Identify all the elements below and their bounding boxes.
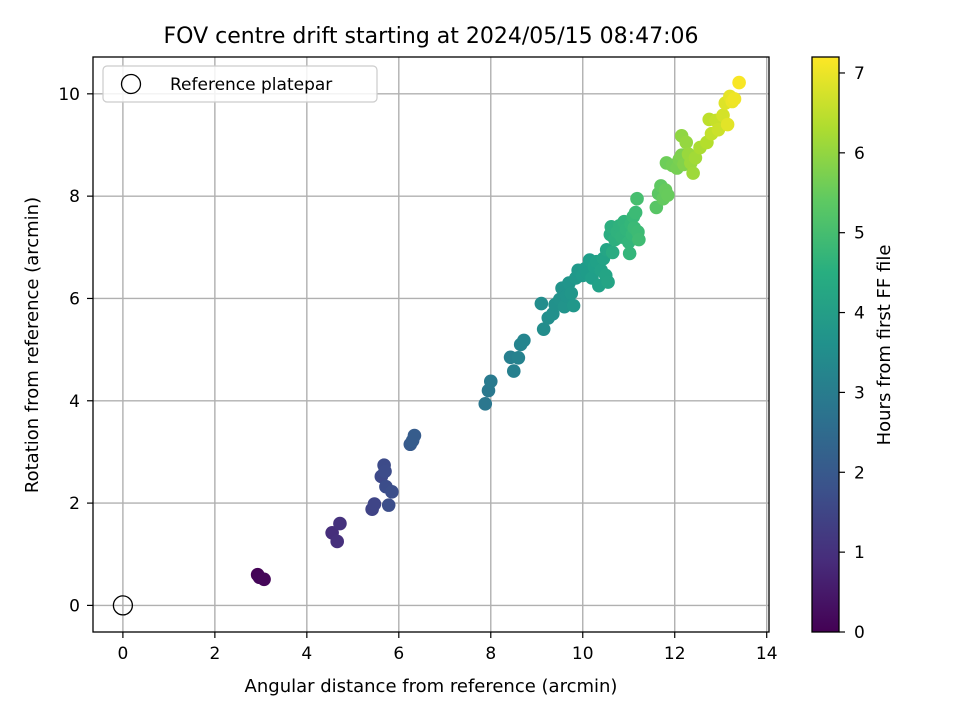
scatter-point <box>605 245 620 260</box>
scatter-point <box>566 298 581 313</box>
colorbar-label: Hours from first FF file <box>874 245 895 446</box>
x-tick-label: 8 <box>485 644 496 664</box>
legend-label: Reference platepar <box>170 75 332 95</box>
scatter-point <box>483 374 498 389</box>
reference-platepar-point <box>112 595 134 616</box>
scatter-point <box>517 333 531 348</box>
colorbar-tick-label: 1 <box>854 543 865 563</box>
chart-title: FOV centre drift starting at 2024/05/15 … <box>164 24 699 49</box>
scatter-point <box>378 464 392 479</box>
scatter-point <box>534 296 549 311</box>
scatter-point <box>727 92 742 106</box>
legend-marker-icon <box>120 73 142 95</box>
scatter-point <box>330 534 344 549</box>
y-tick-label: 0 <box>69 596 80 616</box>
grid-lines <box>93 57 769 632</box>
legend: Reference platepar <box>102 65 378 103</box>
scatter-point <box>601 275 615 289</box>
scatter-point <box>506 364 521 378</box>
scatter-point <box>407 428 422 443</box>
y-tick-label: 4 <box>69 392 80 412</box>
colorbar-tick-label: 0 <box>854 623 865 643</box>
x-tick-label: 10 <box>572 644 594 664</box>
data-points <box>112 75 746 616</box>
scatter-point <box>632 232 646 247</box>
x-tick-label: 2 <box>209 644 220 664</box>
scatter-point <box>536 322 551 336</box>
y-tick-label: 2 <box>69 494 80 514</box>
y-axis-ticks: 0 2 4 6 8 10 <box>58 85 93 616</box>
colorbar-tick-label: 6 <box>854 144 865 164</box>
scatter-point <box>478 397 493 411</box>
scatter-point <box>564 286 579 301</box>
colorbar-tick-label: 4 <box>854 304 865 324</box>
colorbar-tick-label: 2 <box>854 463 865 483</box>
legend-box <box>102 65 378 103</box>
scatter-point <box>732 75 746 90</box>
scatter-point <box>385 485 399 499</box>
plot-area-frame <box>92 56 770 633</box>
y-axis-label: Rotation from reference (arcmin) <box>22 197 43 493</box>
colorbar: 0 1 2 3 4 5 6 7 Hours from first FF file <box>811 56 895 643</box>
scatter-point <box>628 205 643 220</box>
x-tick-label: 12 <box>664 644 686 664</box>
scatter-point <box>257 572 271 587</box>
y-tick-label: 10 <box>58 85 80 105</box>
scatter-point <box>686 166 700 180</box>
scatter-point <box>720 117 735 132</box>
scatter-point <box>381 498 396 512</box>
scatter-point <box>630 191 644 206</box>
colorbar-tick-label: 3 <box>854 383 865 403</box>
x-axis-ticks: 0 2 4 6 8 10 12 14 <box>117 632 778 664</box>
x-tick-label: 0 <box>117 644 128 664</box>
x-tick-label: 14 <box>756 644 778 664</box>
scatter-point <box>679 135 694 150</box>
y-tick-label: 8 <box>69 187 80 207</box>
colorbar-gradient <box>811 56 840 633</box>
scatter-point <box>333 516 347 531</box>
x-tick-label: 6 <box>393 644 404 664</box>
scatter-point <box>661 188 675 202</box>
x-axis-label: Angular distance from reference (arcmin) <box>245 676 618 697</box>
scatter-point <box>511 351 526 365</box>
y-tick-label: 6 <box>69 289 80 309</box>
scatter-point <box>367 497 382 511</box>
colorbar-tick-label: 7 <box>854 64 865 84</box>
scatter-point <box>688 150 703 165</box>
scatter-point <box>622 246 637 261</box>
x-tick-label: 4 <box>301 644 312 664</box>
colorbar-tick-label: 5 <box>854 224 865 244</box>
colorbar-ticks: 0 1 2 3 4 5 6 7 <box>839 64 865 643</box>
